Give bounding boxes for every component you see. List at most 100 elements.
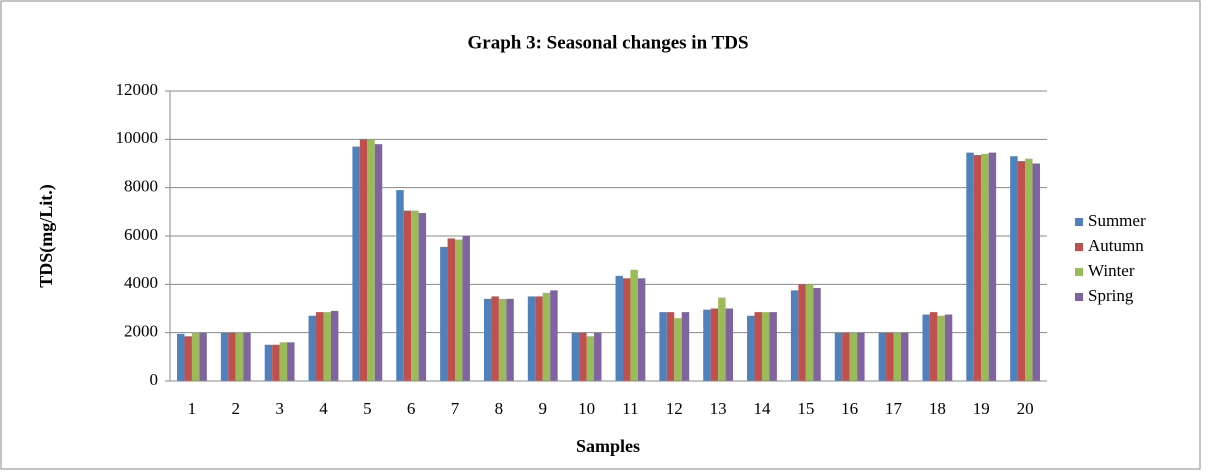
x-tick-label: 14 bbox=[753, 399, 771, 418]
x-tick-label: 7 bbox=[451, 399, 460, 418]
bar bbox=[359, 139, 368, 381]
y-tick-label: 2000 bbox=[124, 322, 158, 341]
y-tick-label: 6000 bbox=[124, 225, 158, 244]
bar bbox=[944, 314, 953, 381]
x-tick-label: 15 bbox=[797, 399, 814, 418]
bar bbox=[834, 332, 843, 381]
bar bbox=[973, 155, 982, 381]
x-tick-label: 4 bbox=[319, 399, 328, 418]
x-tick-label: 18 bbox=[929, 399, 946, 418]
bar bbox=[754, 312, 762, 381]
bar bbox=[937, 315, 945, 381]
x-tick-label: 6 bbox=[407, 399, 416, 418]
x-tick-label: 11 bbox=[622, 399, 638, 418]
bar bbox=[455, 239, 463, 381]
bar bbox=[893, 332, 901, 381]
legend-label: Autumn bbox=[1088, 236, 1144, 255]
bar bbox=[622, 278, 631, 381]
bar bbox=[929, 312, 938, 381]
legend-swatch bbox=[1075, 218, 1083, 226]
legend-swatch bbox=[1075, 293, 1083, 301]
bar bbox=[199, 332, 207, 381]
bar bbox=[330, 310, 339, 381]
bar bbox=[674, 318, 682, 381]
bar bbox=[761, 312, 770, 381]
legend-swatch bbox=[1075, 243, 1083, 251]
y-tick-label: 8000 bbox=[124, 177, 158, 196]
bar bbox=[703, 309, 711, 381]
bar bbox=[228, 332, 236, 381]
bar bbox=[857, 332, 865, 381]
bar bbox=[666, 312, 675, 381]
bar bbox=[243, 332, 251, 381]
bar bbox=[308, 315, 317, 381]
legend-swatch bbox=[1075, 268, 1083, 276]
bar bbox=[374, 144, 383, 381]
bar bbox=[718, 297, 726, 381]
bar bbox=[790, 290, 799, 381]
bar bbox=[966, 152, 974, 381]
bar bbox=[1010, 156, 1018, 381]
bar bbox=[579, 332, 587, 381]
bar bbox=[659, 312, 667, 381]
y-axis-label: TDS(mg/Lit.) bbox=[36, 184, 57, 288]
x-tick-label: 20 bbox=[1017, 399, 1034, 418]
bar bbox=[878, 332, 887, 381]
bar bbox=[316, 312, 324, 381]
bar bbox=[323, 312, 331, 381]
bar bbox=[287, 342, 295, 381]
bar bbox=[506, 298, 514, 381]
x-tick-label: 1 bbox=[188, 399, 197, 418]
bar bbox=[1017, 161, 1026, 381]
bar bbox=[981, 153, 989, 381]
bar bbox=[1032, 163, 1040, 381]
bar bbox=[447, 238, 456, 381]
x-tick-label: 2 bbox=[232, 399, 241, 418]
bar bbox=[367, 139, 375, 381]
bar bbox=[842, 332, 850, 381]
y-tick-label: 12000 bbox=[116, 80, 159, 99]
bar bbox=[710, 308, 719, 381]
x-tick-label: 8 bbox=[495, 399, 504, 418]
x-tick-label: 12 bbox=[666, 399, 683, 418]
y-tick-label: 10000 bbox=[116, 128, 159, 147]
bar bbox=[637, 278, 646, 381]
bar bbox=[483, 298, 492, 381]
x-tick-label: 9 bbox=[538, 399, 547, 418]
x-tick-label: 3 bbox=[275, 399, 284, 418]
x-tick-label: 13 bbox=[710, 399, 727, 418]
bar bbox=[264, 344, 273, 381]
bar bbox=[571, 332, 580, 381]
bar bbox=[440, 246, 448, 381]
bar bbox=[352, 146, 360, 381]
bar bbox=[491, 296, 499, 381]
x-tick-label: 17 bbox=[885, 399, 903, 418]
bar bbox=[177, 333, 185, 381]
x-tick-label: 19 bbox=[973, 399, 990, 418]
bar bbox=[769, 312, 777, 381]
bar bbox=[396, 190, 404, 381]
x-axis-label: Samples bbox=[576, 436, 640, 456]
bar bbox=[418, 213, 427, 381]
bar bbox=[1025, 158, 1033, 381]
bar bbox=[615, 275, 623, 381]
bar bbox=[813, 287, 821, 381]
x-tick-label: 10 bbox=[578, 399, 595, 418]
bar bbox=[922, 314, 930, 381]
bar bbox=[594, 332, 602, 381]
bar bbox=[900, 332, 909, 381]
legend-label: Summer bbox=[1088, 211, 1146, 230]
bar bbox=[886, 332, 894, 381]
y-tick-label: 0 bbox=[150, 370, 159, 389]
bar bbox=[184, 336, 192, 381]
bar bbox=[220, 332, 229, 381]
bar bbox=[498, 298, 507, 381]
bar bbox=[235, 332, 244, 381]
y-tick-label: 4000 bbox=[124, 273, 158, 292]
bar bbox=[747, 315, 755, 381]
bar bbox=[527, 296, 536, 381]
bar bbox=[798, 284, 806, 381]
